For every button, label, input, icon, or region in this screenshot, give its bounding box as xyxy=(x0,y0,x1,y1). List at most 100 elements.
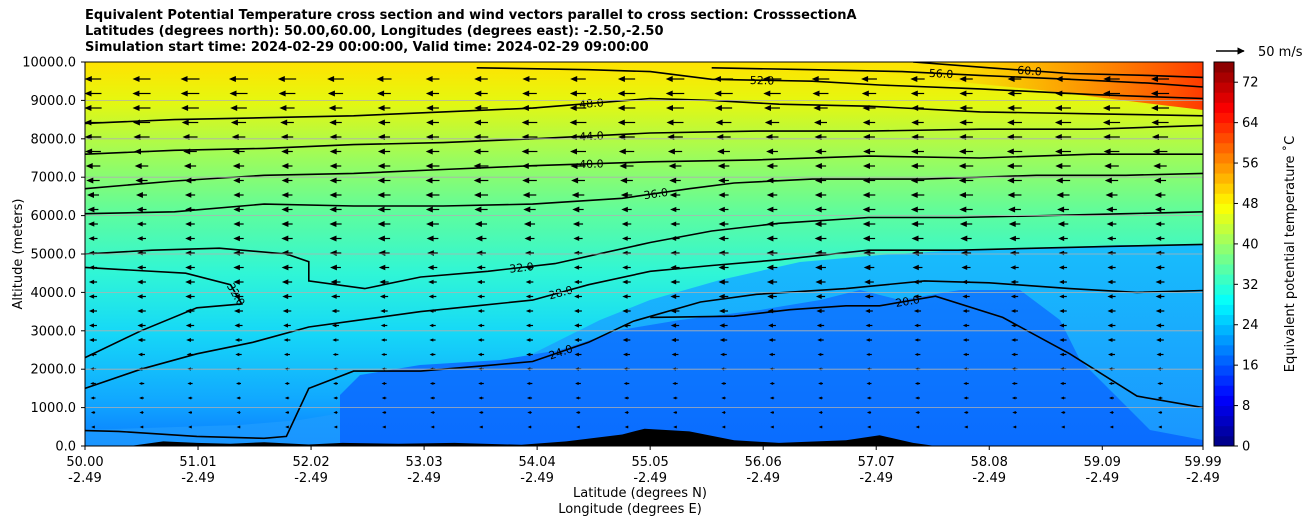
wind-vector-head xyxy=(671,337,676,343)
colorbar-band xyxy=(1214,365,1234,376)
wind-vector-head xyxy=(429,352,434,357)
x-axis-label-longitude: Longitude (degrees E) xyxy=(558,502,702,517)
wind-vector-head xyxy=(234,323,240,328)
x-tick-label-lat: 59.99 xyxy=(1184,455,1221,470)
wind-vector-head xyxy=(230,119,238,126)
wind-vector-head xyxy=(381,396,386,400)
wind-key-label: 50 m/s xyxy=(1258,45,1303,60)
wind-vector-head xyxy=(329,163,337,169)
wind-vector-head xyxy=(188,411,192,414)
wind-vector-head xyxy=(670,294,677,299)
wind-vector-head xyxy=(91,425,95,429)
colorbar-tick-label: 40 xyxy=(1242,237,1259,252)
wind-vector-head xyxy=(87,192,94,198)
wind-vector-head xyxy=(912,250,919,256)
wind-vector-head xyxy=(89,323,94,328)
y-tick-label: 1000.0 xyxy=(31,401,77,416)
wind-vector-head xyxy=(617,105,625,111)
wind-vector-head xyxy=(281,221,289,227)
wind-vector-head xyxy=(669,177,677,184)
wind-vector-head xyxy=(525,279,531,285)
wind-vector-head xyxy=(1103,90,1110,97)
wind-vector-head xyxy=(1109,396,1113,400)
wind-vector-head xyxy=(811,76,819,82)
wind-vector-head xyxy=(571,192,579,198)
wind-vector-head xyxy=(474,76,482,82)
wind-vector-head xyxy=(815,264,822,271)
colorbar-tick-label: 16 xyxy=(1242,359,1259,374)
wind-vector-head xyxy=(814,163,822,169)
wind-vector-head xyxy=(668,163,676,169)
wind-vector-head xyxy=(914,353,919,356)
wind-vector-head xyxy=(718,177,725,184)
wind-vector-head xyxy=(132,76,140,82)
wind-vector-head xyxy=(769,396,774,400)
wind-vector-head xyxy=(766,221,774,227)
colorbar-band xyxy=(1214,334,1234,346)
wind-vector-head xyxy=(283,338,288,342)
wind-vector-head xyxy=(766,192,774,198)
colorbar-band xyxy=(1214,294,1234,305)
wind-vector-head xyxy=(281,163,289,169)
wind-vector-head xyxy=(671,352,676,357)
wind-vector-head xyxy=(1155,206,1162,213)
wind-vector-head xyxy=(719,308,725,314)
wind-vector-head xyxy=(1156,352,1161,357)
contour-label: 20.0 xyxy=(894,293,920,310)
wind-vector-head xyxy=(962,294,967,299)
colorbar-band xyxy=(1214,375,1234,386)
wind-vector-head xyxy=(1011,382,1016,385)
wind-vector-head xyxy=(719,323,725,328)
wind-vector-head xyxy=(428,294,434,299)
colorbar-band xyxy=(1214,314,1234,326)
wind-vector-head xyxy=(233,206,240,213)
wind-vector-head xyxy=(525,265,531,270)
wind-vector-head xyxy=(90,382,94,385)
wind-vector-head xyxy=(622,337,628,343)
y-tick-label: 5000.0 xyxy=(31,248,77,263)
wind-vector-head xyxy=(624,411,628,414)
contour-label: 28.0 xyxy=(547,283,574,302)
wind-vector-head xyxy=(766,264,774,271)
wind-vector-head xyxy=(1157,411,1162,414)
wind-vector-head xyxy=(714,105,722,111)
wind-vector-head xyxy=(622,294,628,299)
wind-vector-head xyxy=(670,308,677,314)
colorbar-band xyxy=(1214,132,1234,144)
wind-vector-head xyxy=(721,425,726,429)
wind-vector-head xyxy=(910,76,918,82)
wind-vector-head xyxy=(522,177,530,184)
wind-vector-head xyxy=(280,119,288,126)
x-tick-label-lon: -2.49 xyxy=(633,471,667,486)
wind-vector-head xyxy=(474,206,482,213)
colorbar-tick-label: 24 xyxy=(1242,318,1259,333)
wind-vector-head xyxy=(1155,221,1162,227)
wind-vector-head xyxy=(183,163,191,169)
wind-vector-head xyxy=(1007,105,1015,111)
wind-vector-head xyxy=(911,119,919,126)
wind-vector-head xyxy=(281,192,289,198)
wind-vector-head xyxy=(670,323,677,328)
wind-vector-head xyxy=(959,76,967,82)
wind-vector-head xyxy=(718,264,725,271)
wind-vector-head xyxy=(1107,279,1113,285)
wind-vector-head xyxy=(137,337,143,343)
wind-vector-head xyxy=(911,221,919,227)
wind-vector-head xyxy=(139,411,143,414)
wind-vector-head xyxy=(1006,163,1014,169)
wind-vector-head xyxy=(180,76,188,82)
wind-vector-head xyxy=(429,382,434,385)
wind-vector-head xyxy=(1151,105,1158,111)
wind-vector-head xyxy=(526,323,531,328)
chart-title-line-1: Equivalent Potential Temperature cross s… xyxy=(85,8,857,23)
contour-line xyxy=(85,172,1203,215)
x-tick-label-lon: -2.49 xyxy=(520,471,554,486)
wind-vector-head xyxy=(964,425,968,429)
wind-vector-head xyxy=(137,236,143,241)
wind-vector-head xyxy=(816,323,822,328)
wind-vector-head xyxy=(430,396,434,400)
wind-vector-head xyxy=(1008,206,1016,213)
wind-vector-head xyxy=(1107,308,1113,314)
wind-vector-head xyxy=(426,105,434,111)
wind-vector-head xyxy=(377,177,385,184)
